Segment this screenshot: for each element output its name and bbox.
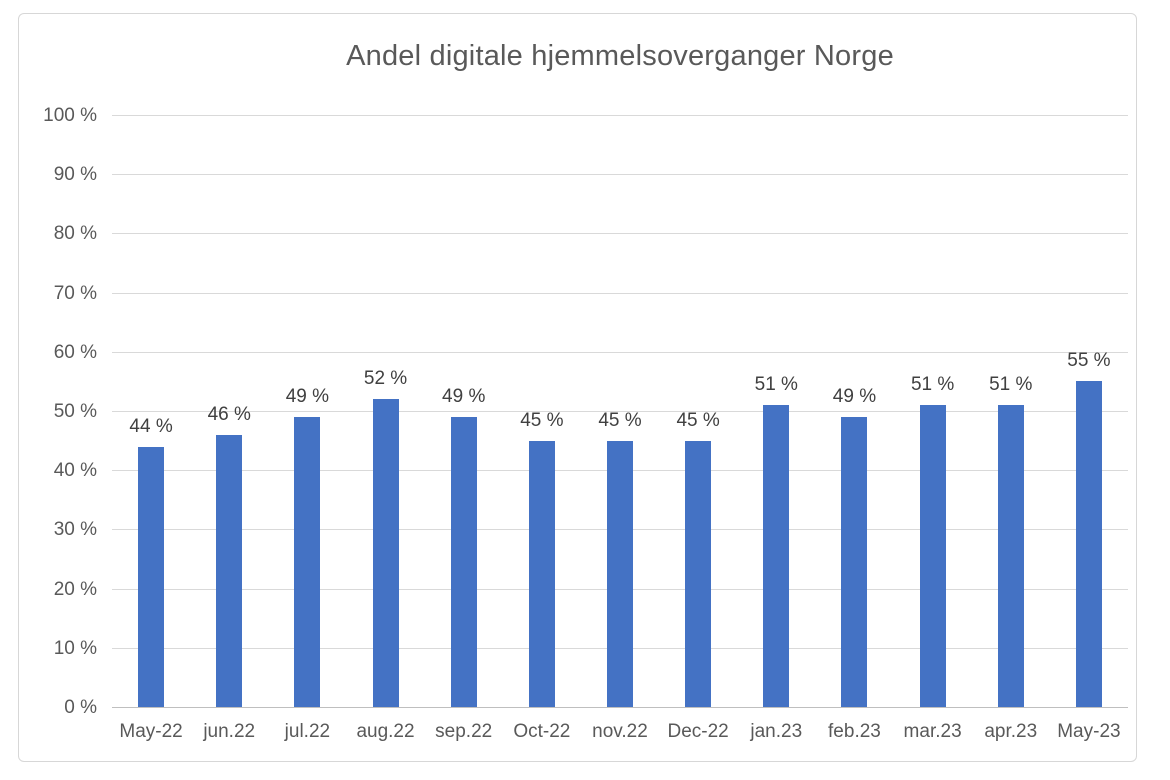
bar-value-label: 52 % [363,368,408,390]
gridline [112,292,1128,294]
bar-value-label: 49 % [832,385,877,407]
y-axis-tick-label: 20 % [53,578,97,600]
x-axis-tick-label: May-22 [119,721,183,742]
gridline [112,351,1128,353]
bar-value-label: 51 % [910,374,955,396]
bar-value-label: 51 % [989,374,1033,396]
y-axis-tick-label: 90 % [53,164,97,186]
x-axis-tick-label: jul.22 [284,721,331,742]
bar-sep.22 [450,416,477,707]
x-axis-tick-label: apr.23 [984,721,1038,742]
x-axis-tick-label: sep.22 [435,721,493,742]
x-axis-tick-label: jun.22 [203,721,256,742]
bar-aug.22 [372,399,399,707]
bar-value-label: 45 % [520,409,564,431]
bar-value-label: 45 % [598,409,642,431]
bar-mar.23 [919,405,946,707]
bar-Dec-22 [685,440,712,707]
bar-value-label: 46 % [207,403,251,425]
chart-title: Andel digitale hjemmelsoverganger Norge [346,40,894,72]
x-axis-tick-label: nov.22 [592,721,648,742]
y-axis-tick-label: 60 % [53,341,97,363]
y-axis-tick-label: 0 % [64,697,97,718]
gridline [112,174,1128,176]
bar-May-23 [1075,381,1102,707]
gridline [112,233,1128,235]
bar-value-label: 44 % [129,415,173,437]
bar-jun.22 [216,434,243,707]
gridline [112,115,1128,116]
y-axis-tick-label: 50 % [53,401,97,422]
bar-jul.22 [294,416,321,707]
x-axis-tick-label: jan.23 [750,721,803,742]
bar-feb.23 [841,416,868,707]
bar-value-label: 51 % [754,374,798,396]
bar-May-22 [138,446,165,707]
y-axis-tick-label: 10 % [53,637,97,659]
y-axis-tick-label: 40 % [53,460,97,482]
x-axis-tick-label: Dec-22 [667,721,729,742]
y-axis-tick-label: 70 % [53,282,97,304]
y-axis-tick-label: 80 % [53,223,97,245]
bar-nov.22 [607,440,633,707]
y-axis-tick-label: 100 % [43,105,97,126]
y-axis-tick-label: 30 % [53,519,97,541]
bar-Oct-22 [528,440,555,707]
bar-jan.23 [763,405,790,707]
chart-frame [18,13,1137,762]
bar-apr.23 [997,405,1024,707]
x-axis-tick-label: feb.23 [828,721,881,742]
bar-value-label: 49 % [285,385,330,407]
x-axis-tick-label: May-23 [1057,721,1121,742]
x-axis-tick-label: mar.23 [903,721,962,742]
x-axis-tick-label: aug.22 [356,721,415,742]
x-axis-line [112,707,1128,708]
bar-value-label: 55 % [1067,350,1111,372]
bar-value-label: 49 % [442,385,486,407]
gridline [112,411,1128,412]
x-axis-tick-label: Oct-22 [513,721,571,742]
bar-value-label: 45 % [676,409,720,431]
